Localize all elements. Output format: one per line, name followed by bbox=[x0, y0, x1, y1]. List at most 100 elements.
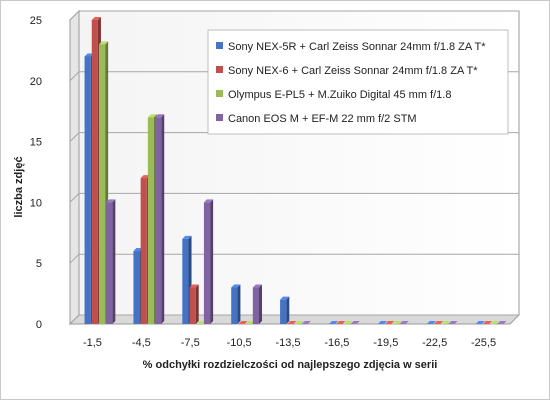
x-tick-label: -4,5 bbox=[132, 337, 151, 349]
x-tick-label: -19,5 bbox=[373, 337, 398, 349]
bar-top bbox=[231, 284, 241, 288]
bar bbox=[106, 199, 116, 324]
bar bbox=[441, 321, 451, 324]
bar-side bbox=[237, 284, 241, 324]
legend-swatch bbox=[216, 114, 223, 121]
legend-swatch bbox=[216, 42, 223, 49]
bar-top bbox=[448, 321, 458, 324]
y-tick-label: 0 bbox=[36, 319, 42, 331]
bar-top bbox=[399, 321, 409, 324]
bar bbox=[490, 321, 500, 324]
bar-side bbox=[210, 199, 214, 324]
bar-top bbox=[482, 321, 493, 324]
y-tick-label: 10 bbox=[30, 197, 42, 209]
bar bbox=[336, 321, 346, 324]
bar-side bbox=[286, 296, 290, 324]
bar bbox=[475, 321, 485, 324]
bar-top bbox=[147, 114, 158, 118]
bar-top bbox=[441, 321, 451, 324]
bar-top bbox=[98, 41, 109, 45]
legend-item: Sony NEX-5R + Carl Zeiss Sonnar 24mm f/1… bbox=[216, 41, 486, 53]
bar bbox=[245, 321, 255, 324]
bar-front bbox=[252, 287, 260, 324]
bar-top bbox=[328, 321, 339, 324]
bar bbox=[252, 284, 263, 324]
legend-box bbox=[207, 29, 509, 135]
legend-item: Sony NEX-6 + Carl Zeiss Sonnar 24mm f/1.… bbox=[216, 65, 478, 77]
bar-top bbox=[385, 321, 395, 324]
bars bbox=[84, 17, 507, 324]
bar-front bbox=[231, 287, 238, 324]
gridline bbox=[69, 253, 519, 264]
x-tick-label: -1,5 bbox=[83, 337, 102, 349]
y-tick-label: 25 bbox=[30, 15, 42, 27]
gridline bbox=[69, 10, 519, 21]
x-tick-label: -13,5 bbox=[275, 337, 300, 349]
y-tick-label: 15 bbox=[30, 137, 42, 149]
bar-top bbox=[475, 321, 485, 324]
bar-top bbox=[350, 321, 360, 324]
bar bbox=[294, 321, 304, 324]
bar-side bbox=[161, 114, 165, 324]
bar-front bbox=[140, 178, 147, 324]
x-tick-label: -16,5 bbox=[324, 337, 349, 349]
legend-label: Sony NEX-6 + Carl Zeiss Sonnar 24mm f/1.… bbox=[228, 65, 478, 77]
bar-top bbox=[301, 321, 311, 324]
bar-top bbox=[433, 321, 444, 324]
bar bbox=[392, 321, 402, 324]
x-axis-title: % odchyłki rozdzielczości od najlepszego… bbox=[143, 359, 438, 371]
bar-top bbox=[294, 321, 304, 324]
bar bbox=[385, 321, 395, 324]
y-tick-label: 20 bbox=[30, 76, 42, 88]
bar-top bbox=[252, 284, 263, 288]
bar bbox=[482, 321, 493, 324]
bar bbox=[203, 199, 214, 324]
bar-top bbox=[280, 296, 290, 300]
bar bbox=[448, 321, 458, 324]
bar-top bbox=[106, 199, 116, 203]
x-tick-label: -7,5 bbox=[181, 337, 200, 349]
legend: Sony NEX-5R + Carl Zeiss Sonnar 24mm f/1… bbox=[207, 29, 509, 135]
legend-swatch bbox=[216, 90, 223, 97]
bar-top bbox=[238, 321, 248, 324]
bar-top bbox=[203, 199, 214, 203]
bar bbox=[189, 284, 199, 324]
bar-front bbox=[84, 56, 91, 324]
bar-front bbox=[91, 20, 98, 324]
bar-top bbox=[377, 321, 388, 324]
side-wall bbox=[69, 9, 80, 326]
bar-side bbox=[259, 284, 263, 324]
gridline bbox=[69, 192, 519, 203]
bar-front bbox=[280, 299, 287, 324]
bar-front bbox=[203, 202, 211, 324]
bar bbox=[231, 284, 241, 324]
y-tick-labels: 0 5 10 15 20 25 bbox=[30, 15, 42, 331]
bar bbox=[350, 321, 360, 324]
bar bbox=[280, 296, 290, 324]
bar bbox=[399, 321, 409, 324]
bar-top bbox=[392, 321, 402, 324]
bar-front bbox=[189, 287, 196, 324]
bar bbox=[287, 321, 297, 324]
bar-side bbox=[195, 284, 199, 324]
bar-top bbox=[140, 175, 150, 179]
bar-top bbox=[189, 284, 199, 288]
legend-label: Olympus E-PL5 + M.Zuiko Digital 45 mm f/… bbox=[228, 89, 451, 101]
bar-front bbox=[133, 251, 140, 324]
legend-swatch bbox=[216, 66, 223, 73]
bar-top bbox=[490, 321, 500, 324]
bar-top bbox=[133, 248, 143, 252]
x-tick-label: -10,5 bbox=[227, 337, 252, 349]
bar-top bbox=[343, 321, 353, 324]
bar-top bbox=[196, 321, 206, 324]
bar-top bbox=[91, 17, 101, 20]
bar-top bbox=[426, 321, 436, 324]
bar-front bbox=[98, 44, 106, 324]
bar-front bbox=[182, 238, 189, 324]
bar bbox=[426, 321, 436, 324]
x-tick-labels: -1,5 -4,5 -7,5 -10,5 -13,5 -16,5 -19,5 -22,5 -25… bbox=[83, 337, 496, 349]
bar bbox=[155, 114, 165, 324]
bar-top bbox=[287, 321, 297, 324]
bar-side bbox=[112, 199, 116, 324]
